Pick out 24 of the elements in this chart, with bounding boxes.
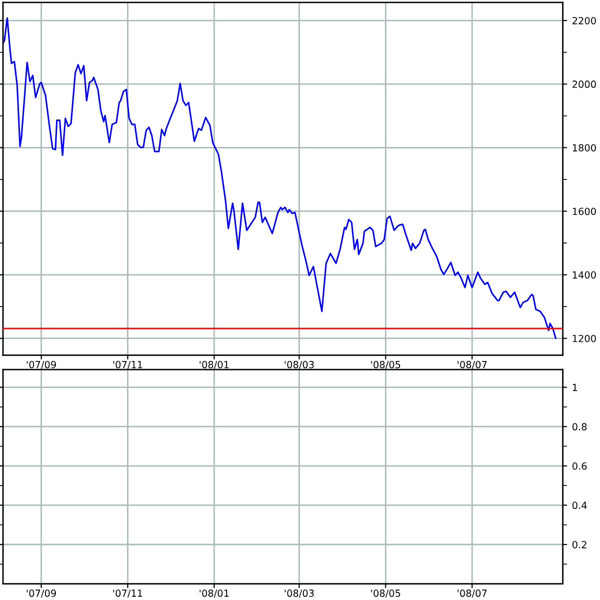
x-tick-label: '07/09	[26, 590, 56, 598]
x-tick-label: '08/01	[200, 360, 229, 370]
x-tick-label: '07/11	[113, 360, 142, 370]
line-series	[3, 17, 556, 340]
x-tick-label: '08/01	[200, 590, 229, 598]
y-tick-label: 1800	[572, 144, 596, 152]
y-tick-label: 1	[572, 384, 578, 391]
y-tick-label: 0.4	[572, 502, 587, 510]
y-tick-label: 1400	[572, 271, 596, 279]
x-tick-label: '07/11	[113, 590, 142, 598]
y-tick-label: 0.6	[572, 462, 587, 470]
x-tick-label: '08/03	[284, 360, 314, 370]
x-tick-label: '08/05	[371, 590, 400, 598]
y-tick-label: 1600	[572, 208, 596, 216]
x-tick-label: '08/07	[458, 590, 487, 598]
y-tick-label: 1200	[572, 334, 596, 342]
y-tick-label: 2000	[572, 80, 596, 88]
x-tick-label: '08/03	[284, 590, 314, 598]
x-tick-label: '08/07	[458, 360, 487, 370]
x-tick-label: '08/05	[371, 360, 400, 370]
y-tick-label: 0.2	[572, 540, 586, 548]
y-tick-label: 2200	[572, 16, 596, 24]
y-tick-label: 0.8	[572, 423, 587, 430]
x-tick-label: '07/09	[26, 360, 56, 370]
